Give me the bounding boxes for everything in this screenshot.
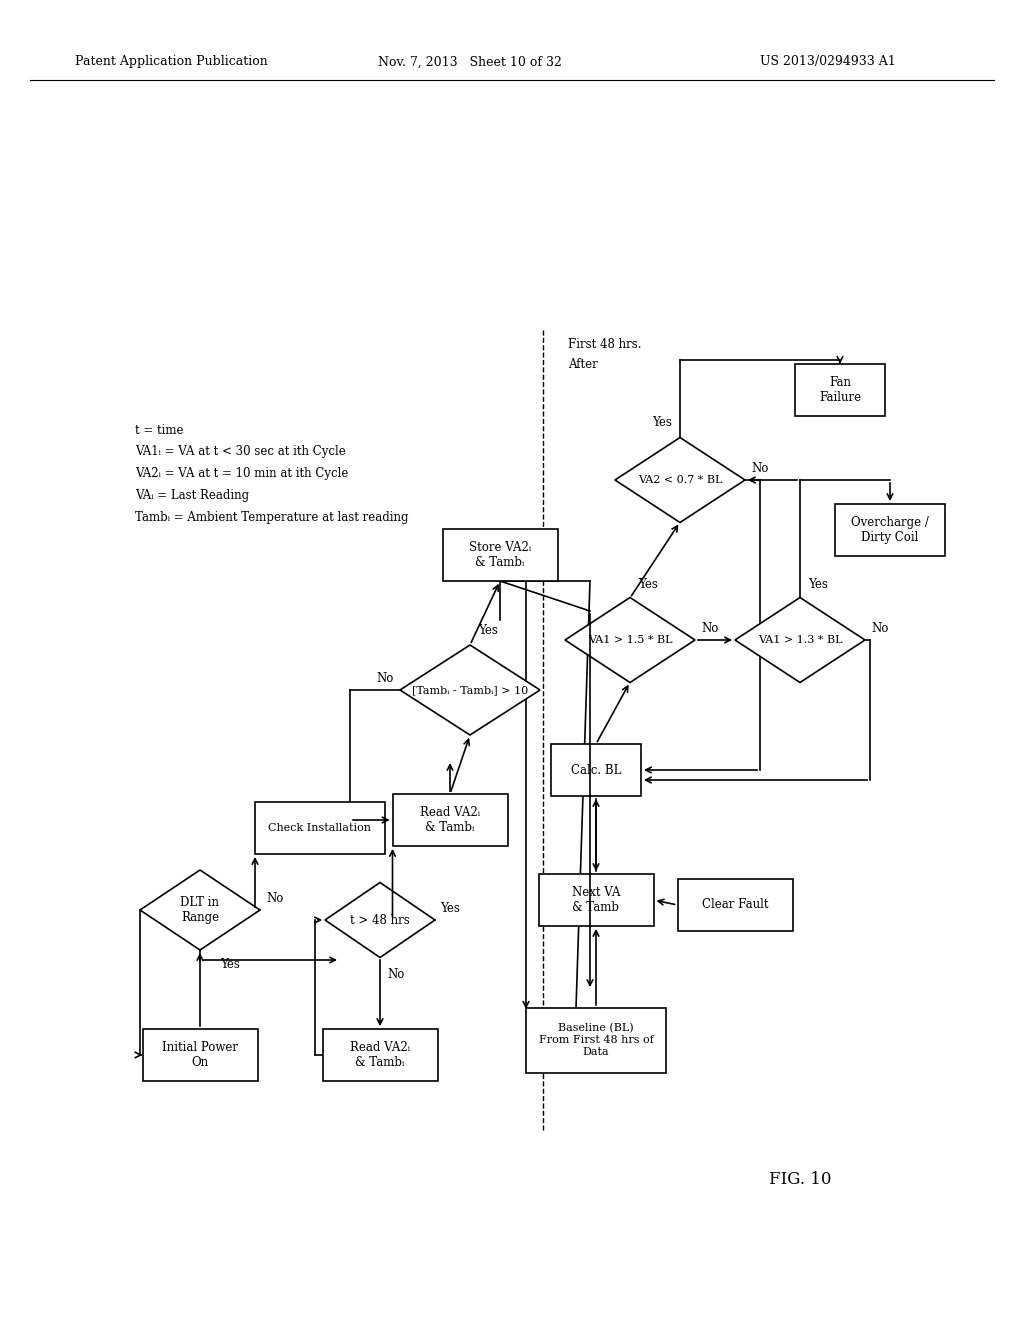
Text: Yes: Yes xyxy=(440,902,460,915)
Text: DLT in
Range: DLT in Range xyxy=(180,896,219,924)
Text: Store VA2ᵢ
& Tambᵢ: Store VA2ᵢ & Tambᵢ xyxy=(469,541,531,569)
Text: No: No xyxy=(701,622,719,635)
Polygon shape xyxy=(400,645,540,735)
Text: VAᵢ = Last Reading: VAᵢ = Last Reading xyxy=(135,490,249,503)
Bar xyxy=(678,879,793,931)
Bar xyxy=(323,1030,437,1081)
Bar xyxy=(392,795,508,846)
Text: Check Installation: Check Installation xyxy=(268,822,372,833)
Bar xyxy=(142,1030,257,1081)
Polygon shape xyxy=(615,437,745,523)
Text: VA2ᵢ = VA at t = 10 min at ith Cycle: VA2ᵢ = VA at t = 10 min at ith Cycle xyxy=(135,467,348,480)
Polygon shape xyxy=(735,598,865,682)
Text: Calc. BL: Calc. BL xyxy=(570,763,622,776)
Text: Clear Fault: Clear Fault xyxy=(701,899,768,912)
Text: No: No xyxy=(871,622,889,635)
Text: t = time: t = time xyxy=(135,424,183,437)
Text: Initial Power
On: Initial Power On xyxy=(162,1041,238,1069)
Text: Tambᵢ = Ambient Temperature at last reading: Tambᵢ = Ambient Temperature at last read… xyxy=(135,511,409,524)
Text: VA1ᵢ = VA at t < 30 sec at ith Cycle: VA1ᵢ = VA at t < 30 sec at ith Cycle xyxy=(135,446,346,458)
Bar xyxy=(539,874,653,927)
Text: First 48 hrs.: First 48 hrs. xyxy=(568,338,641,351)
Text: VA1 > 1.5 * BL: VA1 > 1.5 * BL xyxy=(588,635,672,645)
Text: Yes: Yes xyxy=(638,578,658,591)
Polygon shape xyxy=(140,870,260,950)
Text: Read VA2ᵢ
& Tambᵢ: Read VA2ᵢ & Tambᵢ xyxy=(350,1041,410,1069)
Text: Overcharge /
Dirty Coil: Overcharge / Dirty Coil xyxy=(851,516,929,544)
Text: Yes: Yes xyxy=(478,623,498,636)
Text: Nov. 7, 2013   Sheet 10 of 32: Nov. 7, 2013 Sheet 10 of 32 xyxy=(378,55,562,69)
Text: No: No xyxy=(266,891,284,904)
Text: Fan
Failure: Fan Failure xyxy=(819,376,861,404)
Text: t > 48 hrs: t > 48 hrs xyxy=(350,913,410,927)
Text: No: No xyxy=(376,672,393,685)
Text: No: No xyxy=(752,462,769,474)
Polygon shape xyxy=(325,883,435,957)
Text: VA1 > 1.3 * BL: VA1 > 1.3 * BL xyxy=(758,635,843,645)
Text: After: After xyxy=(568,359,598,371)
Text: Patent Application Publication: Patent Application Publication xyxy=(75,55,267,69)
Text: Next VA
& Tamb: Next VA & Tamb xyxy=(571,886,621,913)
Bar xyxy=(255,803,385,854)
Bar xyxy=(795,364,885,416)
Bar xyxy=(835,504,945,556)
Text: US 2013/0294933 A1: US 2013/0294933 A1 xyxy=(760,55,896,69)
Text: VA2 < 0.7 * BL: VA2 < 0.7 * BL xyxy=(638,475,722,484)
Text: No: No xyxy=(387,969,404,982)
Text: [Tambᵢ - Tambᵢ] > 10: [Tambᵢ - Tambᵢ] > 10 xyxy=(412,685,528,696)
Text: Baseline (BL)
From First 48 hrs of
Data: Baseline (BL) From First 48 hrs of Data xyxy=(539,1023,653,1057)
Text: Read VA2ᵢ
& Tambᵢ: Read VA2ᵢ & Tambᵢ xyxy=(420,807,480,834)
Polygon shape xyxy=(565,598,695,682)
Bar xyxy=(442,529,557,581)
Bar xyxy=(551,744,641,796)
Text: Yes: Yes xyxy=(652,416,672,429)
Text: FIG. 10: FIG. 10 xyxy=(769,1172,831,1188)
Bar xyxy=(526,1007,666,1072)
Text: Yes: Yes xyxy=(220,958,240,972)
Text: Yes: Yes xyxy=(808,578,828,591)
